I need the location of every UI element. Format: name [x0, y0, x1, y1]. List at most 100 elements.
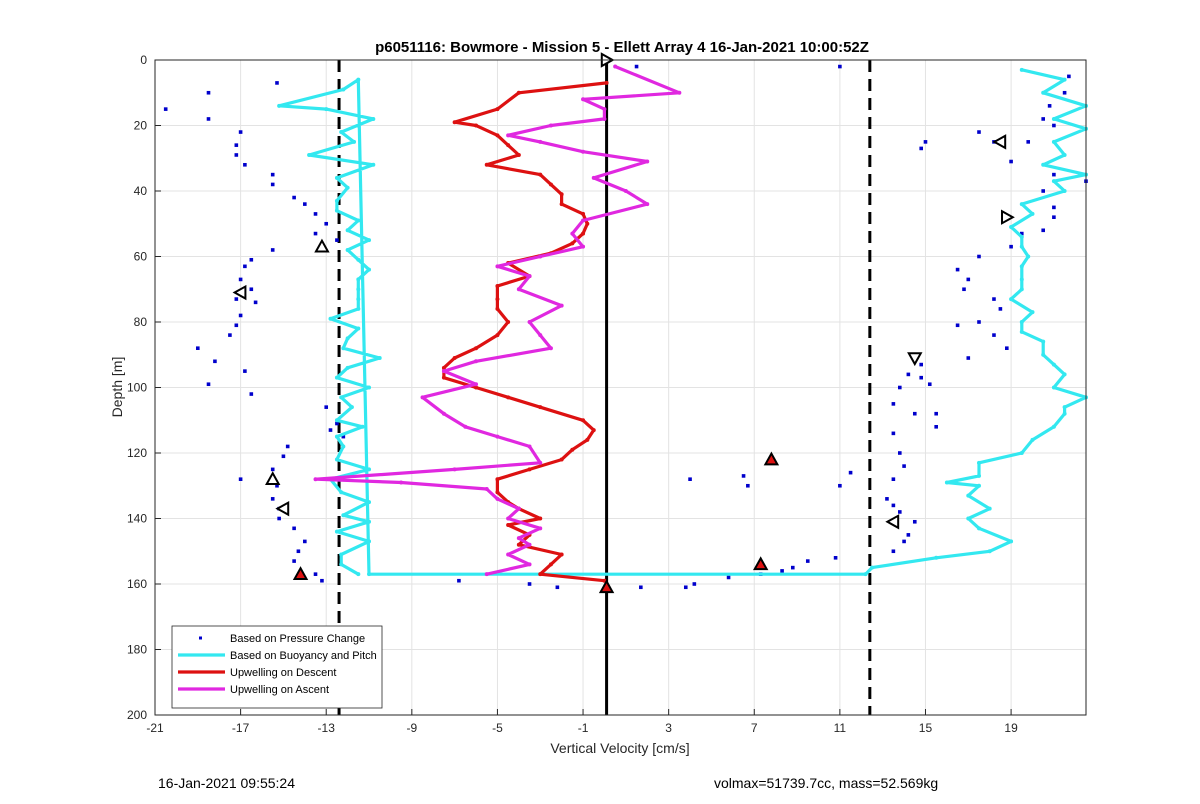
series-vertex	[581, 418, 586, 423]
pressure-change-point	[313, 231, 318, 236]
series-vertex	[538, 572, 543, 577]
pressure-change-point	[234, 297, 239, 301]
marker-layer	[232, 52, 1015, 594]
series-vertex	[506, 395, 511, 400]
pressure-change-point	[281, 454, 286, 459]
pressure-change-point	[313, 212, 318, 216]
pressure-change-point	[966, 277, 971, 282]
series-vertex	[527, 274, 532, 279]
pressure-change-point	[741, 474, 746, 478]
series-vertex	[324, 107, 329, 112]
series-vertex	[1062, 372, 1067, 377]
series-vertex	[591, 428, 596, 433]
pressure-change-point	[213, 359, 217, 364]
pressure-change-point	[234, 143, 239, 147]
pressure-change-point	[891, 431, 896, 436]
series-vertex	[538, 405, 543, 410]
series-vertex	[441, 365, 446, 370]
series-vertex	[452, 467, 457, 472]
series-vertex	[367, 238, 372, 243]
series-vertex	[307, 152, 312, 157]
event-marker	[992, 134, 1007, 150]
series-vertex	[474, 382, 479, 387]
series-vertex	[527, 320, 532, 324]
series-vertex	[356, 326, 361, 331]
series-vertex	[538, 254, 543, 259]
legend-box	[171, 625, 383, 709]
series-vertex	[313, 477, 318, 482]
pressure-change-point	[891, 503, 896, 508]
y-tick-label: 60	[134, 250, 148, 264]
series-vertex	[356, 287, 361, 292]
pressure-change-point	[955, 323, 960, 328]
series-vertex	[1041, 162, 1046, 167]
pressure-change-point	[206, 382, 211, 387]
series-vertex	[506, 516, 511, 521]
series-vertex	[869, 565, 874, 570]
series-vertex	[1062, 152, 1067, 157]
series-vertex	[495, 264, 500, 269]
series-vertex	[527, 444, 532, 449]
series-vertex	[548, 182, 553, 187]
series-vertex	[602, 107, 607, 112]
series-vertex	[352, 139, 357, 144]
series-vertex	[1041, 90, 1046, 95]
pressure-change-point	[1052, 123, 1056, 128]
pressure-change-point	[885, 497, 889, 501]
series-vertex	[339, 490, 344, 495]
series-vertex	[277, 103, 282, 108]
series-vertex	[1051, 116, 1056, 121]
series-vertex	[1019, 287, 1024, 292]
y-tick-label: 20	[134, 119, 148, 133]
pressure-change-point	[634, 64, 639, 69]
series-vertex	[484, 572, 489, 577]
series-vertex	[1009, 539, 1014, 544]
legend-entry-label: Based on Pressure Change	[230, 633, 365, 645]
series-vertex	[1019, 451, 1024, 455]
pressure-change-point	[292, 559, 296, 563]
series-vertex	[987, 506, 992, 511]
series-vertex	[559, 457, 564, 462]
series-vertex	[356, 277, 361, 282]
series-vertex	[367, 539, 372, 544]
series-vertex	[548, 562, 553, 567]
pressure-change-point	[285, 444, 290, 449]
series-vertex	[345, 228, 350, 233]
pressure-change-point	[292, 195, 296, 200]
series-vertex	[367, 519, 372, 524]
series-vertex	[591, 175, 596, 180]
pressure-change-point	[780, 569, 784, 573]
x-tick-label: -9	[406, 721, 417, 735]
pressure-change-point	[992, 297, 996, 301]
series-vertex	[527, 467, 532, 472]
event-marker	[907, 352, 923, 367]
pressure-change-point	[838, 483, 842, 488]
series-vertex	[367, 572, 372, 577]
event-marker	[232, 284, 247, 301]
series-vertex	[345, 365, 350, 370]
footer-start-time: 16-Jan-2021 09:55:24	[158, 775, 295, 791]
pressure-change-point	[163, 107, 168, 111]
series-vertex	[334, 434, 339, 439]
series-vertex	[581, 211, 586, 216]
x-tick-label: 19	[1004, 721, 1018, 735]
series-vertex	[581, 244, 586, 249]
series-vertex	[1062, 405, 1067, 410]
series-vertex	[339, 130, 344, 135]
series-vertex	[367, 500, 372, 505]
series-vertex	[863, 572, 868, 577]
pressure-change-point	[320, 578, 324, 583]
pressure-change-point	[234, 323, 239, 328]
series-vertex	[495, 490, 500, 495]
pressure-change-point	[848, 470, 853, 475]
series-vertex	[371, 116, 376, 121]
series-vertex	[506, 523, 511, 528]
pressure-change-point	[253, 300, 258, 305]
pressure-change-point	[292, 526, 296, 531]
series-vertex	[527, 542, 532, 547]
series-vertex	[527, 562, 532, 567]
series-vertex	[495, 133, 500, 138]
series-vertex	[506, 143, 511, 148]
pressure-change-point	[243, 264, 247, 269]
series-vertex	[345, 185, 350, 190]
